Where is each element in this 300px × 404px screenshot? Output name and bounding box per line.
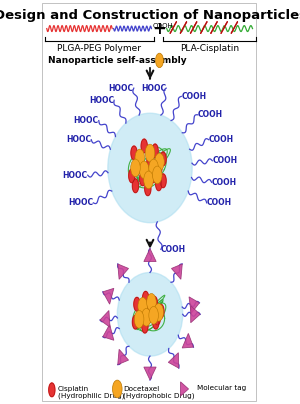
Text: COOH: COOH xyxy=(207,198,232,207)
Polygon shape xyxy=(180,21,187,34)
Polygon shape xyxy=(100,311,110,327)
Polygon shape xyxy=(145,182,151,196)
Polygon shape xyxy=(191,306,200,323)
Polygon shape xyxy=(138,307,144,321)
Text: HOOC: HOOC xyxy=(89,96,114,105)
Polygon shape xyxy=(134,297,140,311)
Polygon shape xyxy=(190,21,197,34)
Text: COOH: COOH xyxy=(161,245,186,254)
Circle shape xyxy=(138,297,148,315)
Polygon shape xyxy=(141,139,147,153)
Circle shape xyxy=(152,166,162,184)
Circle shape xyxy=(135,149,145,167)
Polygon shape xyxy=(153,315,159,329)
Polygon shape xyxy=(103,324,114,340)
Polygon shape xyxy=(156,177,162,191)
Text: COOH: COOH xyxy=(152,23,173,29)
Polygon shape xyxy=(189,297,200,314)
Circle shape xyxy=(144,171,153,189)
Polygon shape xyxy=(211,21,217,34)
Text: COOH: COOH xyxy=(209,135,234,144)
Polygon shape xyxy=(151,297,158,310)
Circle shape xyxy=(154,303,164,321)
Polygon shape xyxy=(182,333,194,348)
Circle shape xyxy=(147,293,156,311)
Polygon shape xyxy=(103,288,114,304)
Circle shape xyxy=(142,308,151,326)
Text: Molecular tag: Molecular tag xyxy=(197,385,247,391)
Polygon shape xyxy=(118,264,128,279)
Text: COOH: COOH xyxy=(212,156,237,165)
Polygon shape xyxy=(231,21,238,34)
Polygon shape xyxy=(147,303,153,317)
Polygon shape xyxy=(118,349,128,365)
Polygon shape xyxy=(151,169,157,183)
Text: HOOC: HOOC xyxy=(141,84,166,93)
Text: HOOC: HOOC xyxy=(66,135,91,144)
Text: Nanoparticle self-assembly: Nanoparticle self-assembly xyxy=(48,56,187,65)
Text: PLA-Cisplatin: PLA-Cisplatin xyxy=(180,44,239,53)
Text: HOOC: HOOC xyxy=(68,198,93,207)
Polygon shape xyxy=(49,383,55,397)
Polygon shape xyxy=(132,315,139,329)
Circle shape xyxy=(140,161,149,179)
Text: COOH: COOH xyxy=(181,92,206,101)
Polygon shape xyxy=(200,21,207,34)
Text: HOOC: HOOC xyxy=(63,170,88,180)
Polygon shape xyxy=(142,319,148,333)
Polygon shape xyxy=(144,367,156,380)
Polygon shape xyxy=(221,21,227,34)
Text: Cisplatin
(Hydrophilic Drug): Cisplatin (Hydrophilic Drug) xyxy=(58,386,124,400)
Circle shape xyxy=(112,380,122,398)
Circle shape xyxy=(149,159,158,177)
Text: COOH: COOH xyxy=(198,110,223,119)
Polygon shape xyxy=(144,248,156,261)
Polygon shape xyxy=(136,159,142,173)
Circle shape xyxy=(145,144,155,162)
Circle shape xyxy=(149,307,158,324)
Polygon shape xyxy=(160,174,166,187)
Polygon shape xyxy=(132,179,139,193)
Text: +: + xyxy=(152,19,166,38)
Circle shape xyxy=(131,159,140,177)
Polygon shape xyxy=(142,291,149,305)
Text: HOOC: HOOC xyxy=(74,116,99,125)
Text: HOOC: HOOC xyxy=(109,84,134,93)
Ellipse shape xyxy=(108,113,192,223)
Polygon shape xyxy=(172,264,182,279)
Text: PLGA-PEG Polymer: PLGA-PEG Polymer xyxy=(57,44,141,53)
Polygon shape xyxy=(129,169,135,183)
Polygon shape xyxy=(140,172,146,186)
Polygon shape xyxy=(156,162,162,176)
Text: COOH: COOH xyxy=(212,178,237,187)
Polygon shape xyxy=(160,152,166,166)
Polygon shape xyxy=(170,21,176,34)
Text: Docetaxel
(Hydrophobic Drug): Docetaxel (Hydrophobic Drug) xyxy=(123,386,195,400)
Circle shape xyxy=(155,53,164,67)
Polygon shape xyxy=(158,304,164,318)
Polygon shape xyxy=(147,154,153,168)
Polygon shape xyxy=(168,353,179,368)
Polygon shape xyxy=(181,382,188,396)
Polygon shape xyxy=(131,146,137,160)
Circle shape xyxy=(155,153,164,171)
Polygon shape xyxy=(154,311,160,325)
Text: Design and Construction of Nanoparticles: Design and Construction of Nanoparticles xyxy=(0,8,300,22)
Circle shape xyxy=(134,310,144,328)
Ellipse shape xyxy=(117,272,183,356)
Polygon shape xyxy=(152,144,158,158)
